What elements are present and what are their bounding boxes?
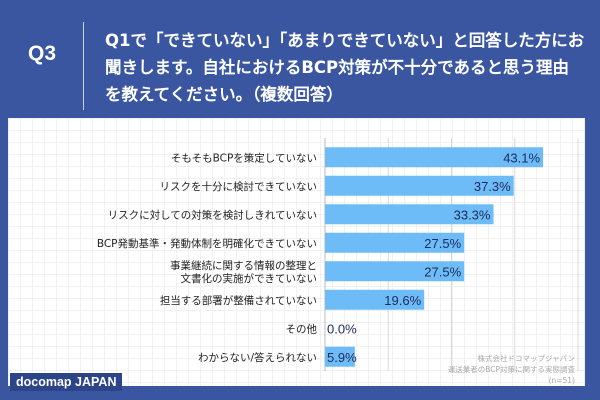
bar: [325, 346, 355, 367]
data-label: 37.3%: [474, 179, 511, 194]
source-credit: 株式会社ドコマップジャパン 運送業者のBCP対策に関する実態調査 (n=51): [448, 353, 575, 386]
data-label: 43.1%: [503, 150, 540, 165]
data-label: 27.5%: [424, 264, 461, 279]
bar: [325, 232, 465, 253]
category-label: そもそもBCPを策定していない: [171, 151, 317, 164]
bar: [325, 289, 425, 310]
category-label: リスクに対しての対策を検討しきれていない: [108, 208, 317, 221]
category-label: リスクを十分に検討できていない: [160, 180, 318, 193]
data-label: 5.9%: [327, 350, 357, 365]
category-label: その他: [286, 322, 318, 335]
category-label: 事業継続に関する情報の整理と: [170, 259, 317, 272]
category-label: 文書化の実施ができていない: [181, 272, 318, 285]
question-text: Q1で「できていない」「あまりできていない」と回答した方にお聞きします。自社にお…: [105, 31, 585, 104]
bar: [325, 261, 465, 282]
bar: [325, 204, 494, 225]
data-label: 0.0%: [327, 321, 357, 336]
bar: [325, 147, 544, 168]
category-label: わからない/答えられない: [198, 351, 317, 364]
data-label: 19.6%: [384, 293, 421, 308]
header-divider: [83, 22, 84, 110]
credit-line: 株式会社ドコマップジャパン: [477, 354, 576, 363]
credit-line: 運送業者のBCP対策に関する実態調査: [447, 365, 575, 374]
data-label: 27.5%: [424, 236, 461, 251]
category-label: 担当する部署が整備されていない: [160, 294, 317, 307]
brand-logo: docomap JAPAN: [10, 373, 123, 391]
credit-line: (n=51): [548, 376, 575, 385]
bar: [325, 175, 514, 196]
data-label: 33.3%: [454, 207, 491, 222]
question-number: Q3: [28, 42, 57, 65]
category-label: BCP発動基準・発動体制を明確化できていない: [97, 237, 317, 250]
